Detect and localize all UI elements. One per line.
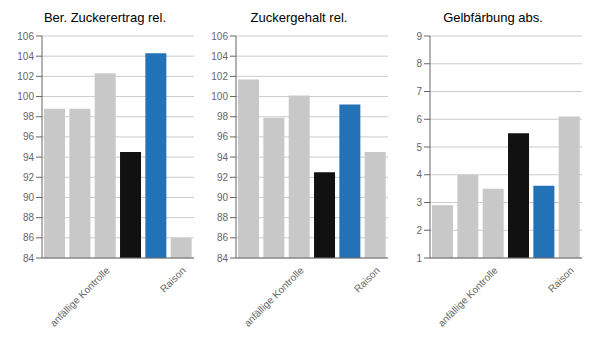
svg-text:98: 98 bbox=[23, 111, 35, 122]
svg-text:106: 106 bbox=[17, 31, 34, 42]
svg-text:84: 84 bbox=[217, 253, 229, 264]
svg-text:anfällige Kontrolle: anfällige Kontrolle bbox=[48, 264, 112, 328]
svg-text:100: 100 bbox=[211, 91, 228, 102]
svg-text:88: 88 bbox=[217, 212, 229, 223]
svg-text:7: 7 bbox=[416, 86, 422, 97]
svg-text:102: 102 bbox=[211, 71, 228, 82]
svg-text:98: 98 bbox=[217, 111, 229, 122]
svg-text:4: 4 bbox=[416, 169, 422, 180]
svg-text:100: 100 bbox=[17, 91, 34, 102]
svg-text:Raison: Raison bbox=[158, 265, 188, 295]
svg-text:90: 90 bbox=[23, 192, 35, 203]
svg-text:86: 86 bbox=[23, 232, 35, 243]
svg-text:84: 84 bbox=[23, 253, 35, 264]
svg-text:94: 94 bbox=[217, 152, 229, 163]
svg-text:2: 2 bbox=[416, 225, 422, 236]
svg-text:86: 86 bbox=[217, 232, 229, 243]
svg-text:92: 92 bbox=[23, 172, 35, 183]
html-text:Zuckergehalt rel.: Zuckergehalt rel. bbox=[250, 10, 348, 25]
html-text:Gelbfärbung abs.: Gelbfärbung abs. bbox=[443, 10, 543, 25]
svg-text:8: 8 bbox=[416, 58, 422, 69]
svg-text:9: 9 bbox=[416, 31, 422, 42]
html-text:Ber. Zuckerertrag rel.: Ber. Zuckerertrag rel. bbox=[43, 10, 166, 25]
svg-text:Raison: Raison bbox=[546, 265, 576, 295]
svg-text:Raison: Raison bbox=[352, 265, 382, 295]
svg-text:5: 5 bbox=[416, 142, 422, 153]
svg-text:94: 94 bbox=[23, 152, 35, 163]
svg-text:106: 106 bbox=[211, 31, 228, 42]
svg-text:1: 1 bbox=[416, 253, 422, 264]
svg-text:6: 6 bbox=[416, 114, 422, 125]
svg-text:anfällige Kontrolle: anfällige Kontrolle bbox=[242, 264, 306, 328]
svg-text:90: 90 bbox=[217, 192, 229, 203]
svg-text:88: 88 bbox=[23, 212, 35, 223]
svg-text:104: 104 bbox=[211, 51, 228, 62]
svg-text:96: 96 bbox=[217, 131, 229, 142]
svg-text:104: 104 bbox=[17, 51, 34, 62]
svg-text:3: 3 bbox=[416, 197, 422, 208]
svg-text:92: 92 bbox=[217, 172, 229, 183]
svg-text:96: 96 bbox=[23, 131, 35, 142]
svg-text:anfällige Kontrolle: anfällige Kontrolle bbox=[436, 264, 500, 328]
svg-text:102: 102 bbox=[17, 71, 34, 82]
